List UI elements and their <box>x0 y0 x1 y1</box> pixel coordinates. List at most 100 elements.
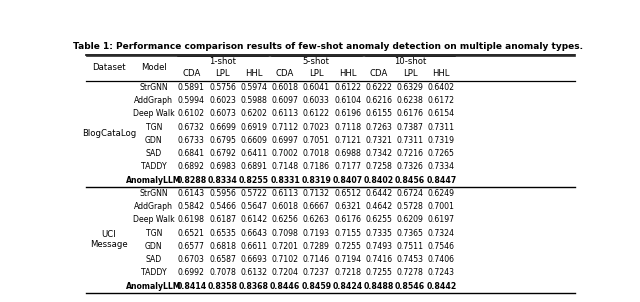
Text: 0.6033: 0.6033 <box>303 96 330 105</box>
Text: 0.6104: 0.6104 <box>334 96 361 105</box>
Text: 0.6891: 0.6891 <box>241 162 268 171</box>
Text: 0.6512: 0.6512 <box>334 189 361 198</box>
Text: 0.6113: 0.6113 <box>271 189 299 198</box>
Text: 0.6122: 0.6122 <box>303 109 330 118</box>
Text: 0.8414: 0.8414 <box>176 282 207 291</box>
Text: 0.6521: 0.6521 <box>178 229 205 238</box>
Text: 0.7204: 0.7204 <box>271 268 299 277</box>
Text: StrGNN: StrGNN <box>140 189 168 198</box>
Text: 0.8546: 0.8546 <box>395 282 425 291</box>
Text: HHL: HHL <box>245 69 262 78</box>
Text: 0.8255: 0.8255 <box>239 175 269 185</box>
Text: 0.6122: 0.6122 <box>334 83 361 92</box>
Text: 0.7102: 0.7102 <box>271 255 299 264</box>
Text: 0.6997: 0.6997 <box>271 136 298 145</box>
Text: 0.7406: 0.7406 <box>428 255 455 264</box>
Text: 0.8402: 0.8402 <box>364 175 394 185</box>
Text: 0.7265: 0.7265 <box>428 149 455 158</box>
Text: 0.7186: 0.7186 <box>303 162 330 171</box>
Text: 0.5994: 0.5994 <box>178 96 205 105</box>
Text: Deep Walk: Deep Walk <box>133 215 175 224</box>
Text: 0.7243: 0.7243 <box>428 268 455 277</box>
Text: 0.6263: 0.6263 <box>303 215 330 224</box>
Text: 0.7148: 0.7148 <box>271 162 299 171</box>
Text: UCI
Message: UCI Message <box>90 230 128 249</box>
Text: 0.6703: 0.6703 <box>178 255 205 264</box>
Text: 0.6643: 0.6643 <box>241 229 268 238</box>
Text: CDA: CDA <box>276 69 294 78</box>
Text: 0.8446: 0.8446 <box>270 282 300 291</box>
Text: 0.6609: 0.6609 <box>241 136 268 145</box>
Text: 0.7453: 0.7453 <box>397 255 424 264</box>
Text: 0.7546: 0.7546 <box>428 242 455 251</box>
Text: 0.8456: 0.8456 <box>395 175 425 185</box>
Text: 0.7365: 0.7365 <box>397 229 424 238</box>
Text: 0.7121: 0.7121 <box>334 136 361 145</box>
Text: 0.7321: 0.7321 <box>365 136 392 145</box>
Text: 0.7387: 0.7387 <box>397 123 424 132</box>
Text: 0.7342: 0.7342 <box>365 149 392 158</box>
Text: 0.7001: 0.7001 <box>428 202 455 211</box>
Text: 0.7335: 0.7335 <box>365 229 392 238</box>
Text: 0.6222: 0.6222 <box>365 83 392 92</box>
Text: 0.8288: 0.8288 <box>176 175 207 185</box>
Text: 0.6255: 0.6255 <box>365 215 392 224</box>
Text: 0.6155: 0.6155 <box>365 109 392 118</box>
Text: 0.7311: 0.7311 <box>397 136 424 145</box>
Text: 0.5722: 0.5722 <box>241 189 268 198</box>
Text: 0.7155: 0.7155 <box>334 229 361 238</box>
Text: 0.5466: 0.5466 <box>209 202 236 211</box>
Text: 0.6172: 0.6172 <box>428 96 455 105</box>
Text: TGN: TGN <box>146 123 162 132</box>
Text: 0.7201: 0.7201 <box>271 242 299 251</box>
Text: 0.6176: 0.6176 <box>397 109 424 118</box>
Text: 0.6992: 0.6992 <box>178 268 205 277</box>
Text: 0.7255: 0.7255 <box>365 268 392 277</box>
Text: 0.7289: 0.7289 <box>303 242 330 251</box>
Text: 0.6113: 0.6113 <box>271 109 299 118</box>
Text: 0.7255: 0.7255 <box>334 242 361 251</box>
Text: 0.6187: 0.6187 <box>209 215 236 224</box>
Text: 0.6018: 0.6018 <box>271 83 299 92</box>
Text: 0.5756: 0.5756 <box>209 83 236 92</box>
Text: 0.6983: 0.6983 <box>209 162 236 171</box>
Text: BlogCataLog: BlogCataLog <box>82 129 136 138</box>
Text: 0.4642: 0.4642 <box>365 202 392 211</box>
Text: 5-shot: 5-shot <box>303 57 330 66</box>
Text: 0.7319: 0.7319 <box>428 136 455 145</box>
Text: 0.8407: 0.8407 <box>333 175 363 185</box>
Text: 0.7258: 0.7258 <box>365 162 392 171</box>
Text: 0.6611: 0.6611 <box>240 242 268 251</box>
Text: 0.6733: 0.6733 <box>178 136 205 145</box>
Text: 0.8488: 0.8488 <box>364 282 394 291</box>
Text: LPL: LPL <box>309 69 324 78</box>
Text: 0.5988: 0.5988 <box>241 96 268 105</box>
Text: 0.6321: 0.6321 <box>334 202 361 211</box>
Text: 0.8447: 0.8447 <box>426 175 456 185</box>
Text: 0.7118: 0.7118 <box>334 123 361 132</box>
Text: 0.7002: 0.7002 <box>271 149 298 158</box>
Text: LPL: LPL <box>215 69 230 78</box>
Text: 0.6023: 0.6023 <box>209 96 236 105</box>
Text: 0.6102: 0.6102 <box>178 109 205 118</box>
Text: 0.8358: 0.8358 <box>207 282 237 291</box>
Text: 0.6073: 0.6073 <box>209 109 236 118</box>
Text: 0.7018: 0.7018 <box>303 149 330 158</box>
Text: Table 1: Performance comparison results of few-shot anomaly detection on multipl: Table 1: Performance comparison results … <box>73 42 583 51</box>
Text: 0.7132: 0.7132 <box>303 189 330 198</box>
Text: GDN: GDN <box>145 136 163 145</box>
Text: 0.6018: 0.6018 <box>271 202 299 211</box>
Text: 0.6402: 0.6402 <box>428 83 455 92</box>
Text: 0.6142: 0.6142 <box>240 215 268 224</box>
Text: CDA: CDA <box>182 69 200 78</box>
Text: 0.6196: 0.6196 <box>334 109 361 118</box>
Text: 0.6442: 0.6442 <box>365 189 392 198</box>
Text: 0.7023: 0.7023 <box>303 123 330 132</box>
Text: 0.8368: 0.8368 <box>239 282 269 291</box>
Text: 0.6238: 0.6238 <box>397 96 424 105</box>
Text: 0.7263: 0.7263 <box>365 123 392 132</box>
Text: 0.6667: 0.6667 <box>303 202 330 211</box>
Text: 0.5728: 0.5728 <box>397 202 424 211</box>
Text: 0.6693: 0.6693 <box>241 255 268 264</box>
Text: 0.7278: 0.7278 <box>397 268 424 277</box>
